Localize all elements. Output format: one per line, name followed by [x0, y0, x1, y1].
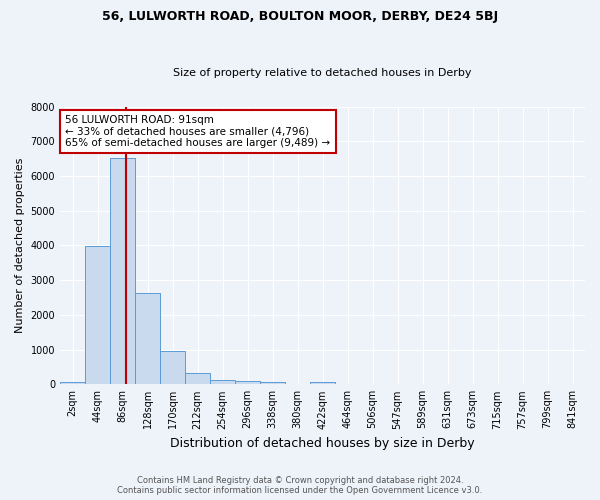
Title: Size of property relative to detached houses in Derby: Size of property relative to detached ho…: [173, 68, 472, 78]
Text: Contains HM Land Registry data © Crown copyright and database right 2024.
Contai: Contains HM Land Registry data © Crown c…: [118, 476, 482, 495]
Bar: [310, 382, 335, 384]
Bar: [135, 294, 160, 384]
X-axis label: Distribution of detached houses by size in Derby: Distribution of detached houses by size …: [170, 437, 475, 450]
Bar: [60, 382, 85, 384]
Text: 56 LULWORTH ROAD: 91sqm
← 33% of detached houses are smaller (4,796)
65% of semi: 56 LULWORTH ROAD: 91sqm ← 33% of detache…: [65, 115, 331, 148]
Bar: [210, 380, 235, 384]
Bar: [85, 246, 110, 384]
Bar: [110, 158, 135, 384]
Bar: [235, 381, 260, 384]
Text: 56, LULWORTH ROAD, BOULTON MOOR, DERBY, DE24 5BJ: 56, LULWORTH ROAD, BOULTON MOOR, DERBY, …: [102, 10, 498, 23]
Bar: [160, 351, 185, 384]
Bar: [185, 373, 210, 384]
Y-axis label: Number of detached properties: Number of detached properties: [15, 158, 25, 333]
Bar: [260, 382, 285, 384]
